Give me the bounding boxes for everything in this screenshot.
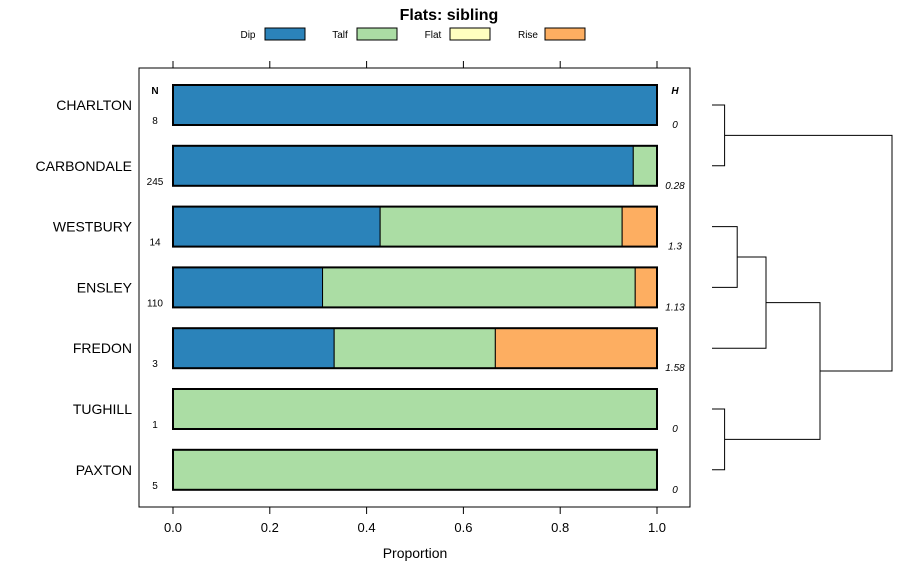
bar-segment-dip [172,206,381,248]
x-axis: 0.0 0.2 0.4 0.6 0.8 1.0 [164,507,666,535]
bar-row-westbury: WESTBURY 14 1.3 [53,205,682,253]
bar-outline [172,388,658,430]
n-header: N [151,86,158,97]
h-value: 0.28 [665,181,685,192]
category-label: ENSLEY [77,279,133,295]
bar-segment-rise [621,206,658,248]
n-value: 110 [147,298,163,309]
x-tick-label: 0.2 [261,520,279,535]
x-tick-label: 1.0 [648,520,666,535]
plot-frame [138,67,691,508]
bar-outline [172,327,658,370]
bar-row-paxton: PAXTON 5 0 [76,448,678,496]
n-value: 8 [152,116,158,127]
bar-row-fredon: FREDON 3 1.58 [73,327,685,374]
bar-segment-rise [494,327,658,369]
x-tick-label: 0.4 [358,520,376,535]
x-axis-label: Proportion [383,545,448,561]
category-label: WESTBURY [53,219,133,235]
n-value: 245 [147,177,164,188]
bar-row-carbondale: CARBONDALE 245 0.28 [36,144,685,192]
category-label: CARBONDALE [36,158,132,174]
category-label: CHARLTON [56,97,132,113]
bar-outline [172,266,658,309]
dendrogram-branch [724,302,821,440]
bar-outline [172,144,658,187]
x-tick-label: 0.0 [164,520,182,535]
bar-outline [172,84,658,126]
legend-label-dip: Dip [240,30,255,41]
category-label: PAXTON [76,462,132,478]
bar-segment-dip [172,266,324,308]
category-label: TUGHILL [73,401,132,417]
legend-swatch-flat [449,27,491,41]
dendrogram-branch [724,134,893,372]
bar-segment-rise [634,266,658,308]
bar-segment-talf [632,145,658,187]
bar-segment-dip [172,327,335,369]
bar-segment-talf [172,388,658,430]
dendrogram-branch [712,256,767,349]
h-header: H [671,86,679,97]
top-axis-ticks [172,61,658,68]
bar-segment-talf [322,266,636,308]
h-value: 1.3 [668,242,682,253]
h-value: 1.58 [665,363,685,374]
bar-segment-dip [172,84,658,126]
bar-row-tughill: TUGHILL 1 0 [73,388,678,435]
n-value: 3 [152,359,158,370]
x-tick-label: 0.8 [551,520,569,535]
legend-label-rise: Rise [518,30,538,41]
dendrogram-branch [712,408,726,471]
dendrogram-branch [712,104,726,167]
bar-row-ensley: ENSLEY 110 1.13 [77,266,685,313]
bar-outline [172,448,658,491]
dendrogram-branch [712,226,738,288]
bar-rows: CHARLTON 8 0 CARBONDALE 245 0.28 WESTBURY 14 1.3… [36,84,685,496]
h-value: 1.13 [665,302,685,313]
h-value: 0 [672,120,678,131]
h-value: 0 [672,485,678,496]
n-value: 1 [152,420,158,431]
n-value: 14 [149,238,161,249]
x-tick-label: 0.6 [454,520,472,535]
legend-swatch-talf [356,27,398,41]
dendrogram [712,104,893,471]
bar-segment-dip [172,145,634,187]
n-value: 5 [152,481,158,492]
legend-swatch-dip [264,27,306,41]
bar-segment-talf [379,206,623,248]
legend-label-talf: Talf [332,30,348,41]
legend-swatch-rise [544,27,586,41]
bar-outline [172,205,658,248]
bar-segment-talf [172,449,658,491]
legend-label-flat: Flat [425,30,442,41]
bar-row-charlton: CHARLTON 8 0 [56,84,678,131]
chart-legend: Dip Talf Flat Rise [240,27,586,41]
h-value: 0 [672,424,678,435]
bar-segment-talf [333,327,496,369]
category-label: FREDON [73,340,132,356]
chart-title: Flats: sibling [400,7,499,24]
